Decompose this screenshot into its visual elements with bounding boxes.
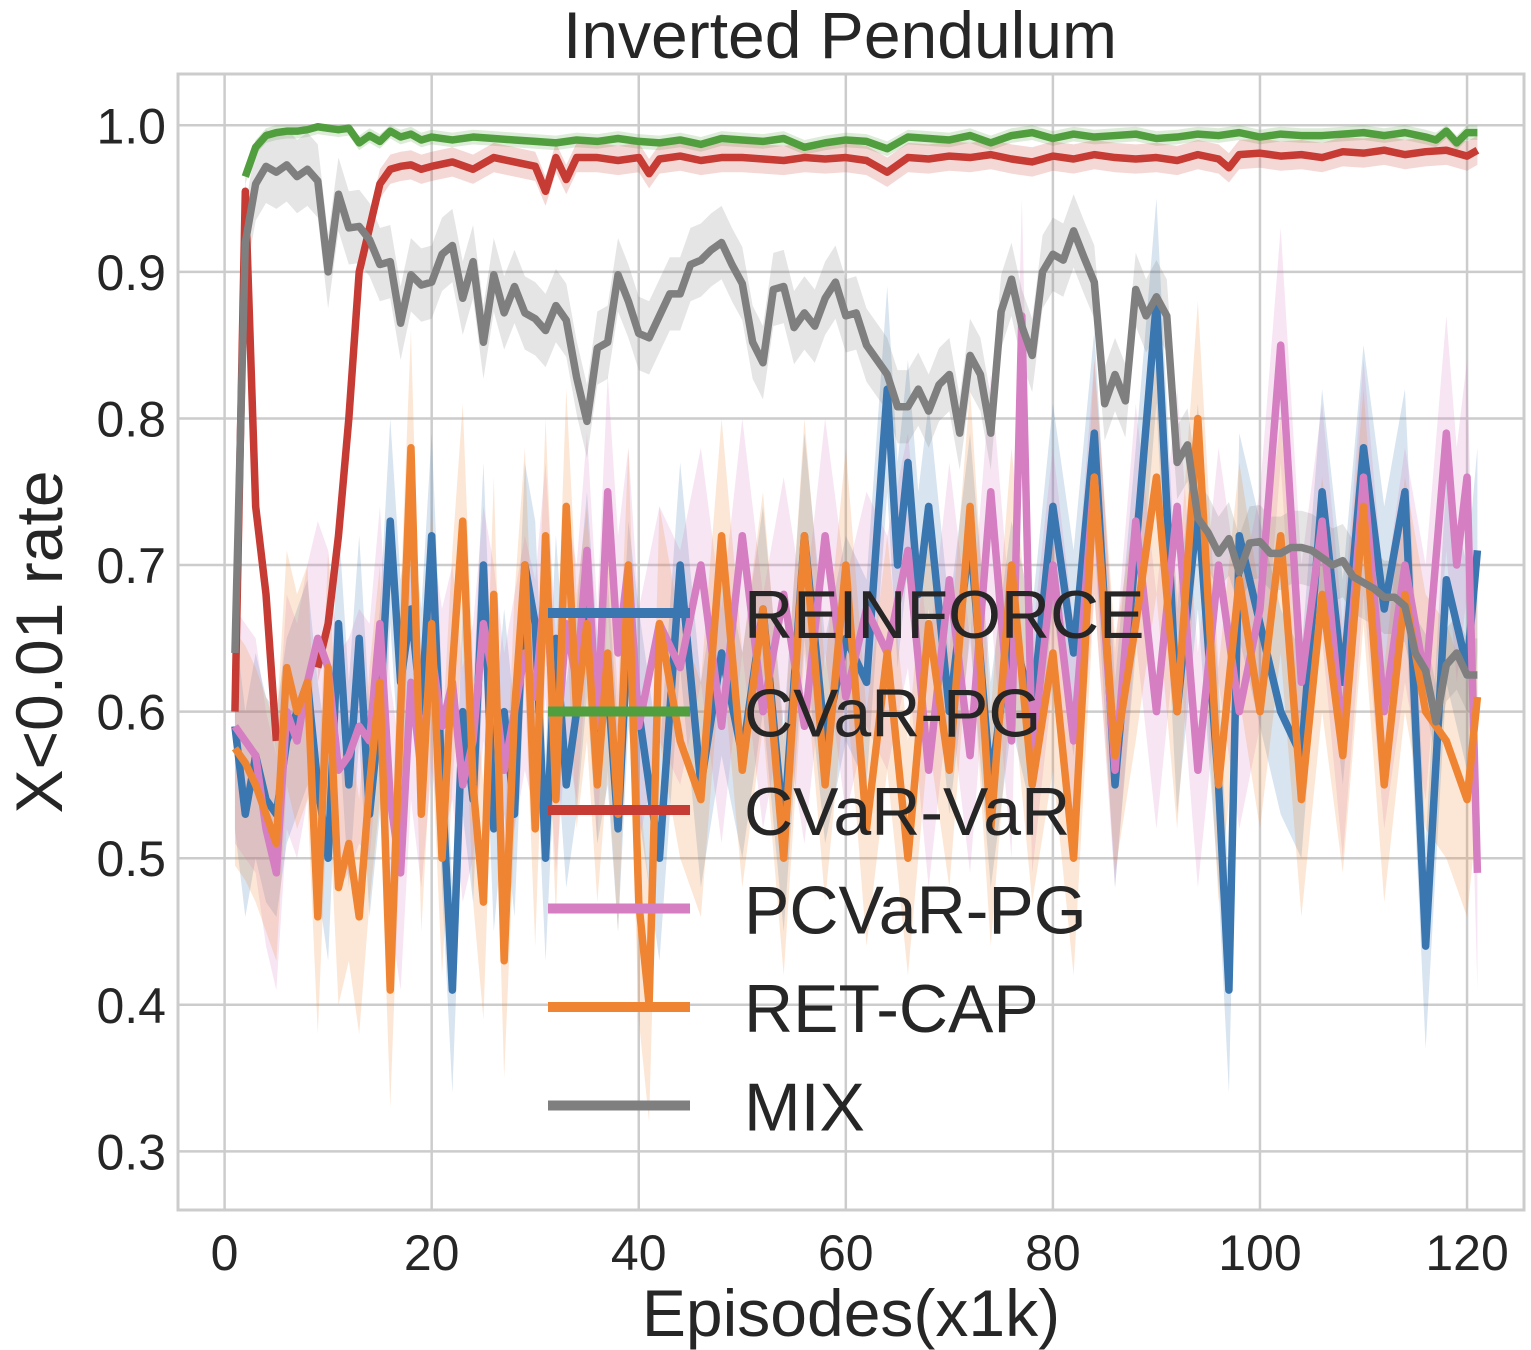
mix-line [231, 161, 1478, 726]
y-tick-label: 0.4 [96, 978, 166, 1034]
x-tick-label: 60 [818, 1225, 874, 1281]
y-tick-label: 1.0 [96, 98, 166, 154]
cvar-pg-line [241, 123, 1478, 178]
y-tick-labels: 0.3 0.4 0.5 0.6 0.7 0.8 0.9 1.0 [96, 98, 166, 1180]
y-tick-label: 0.7 [96, 538, 166, 594]
pcvar-pg-band [234, 198, 1478, 991]
legend-label-reinforce: REINFORCE [744, 577, 1144, 653]
legend-label-cvar-var: CVaR-VaR [744, 774, 1070, 850]
y-tick-label: 0.9 [96, 245, 166, 301]
y-axis-title: X<0.01 rate [2, 470, 76, 813]
legend: REINFORCE CVaR-PG CVaR-VaR PCVaR-PG RET-CAP M… [548, 577, 1144, 1146]
x-tick-label: 20 [404, 1225, 460, 1281]
y-tick-label: 0.6 [96, 685, 166, 741]
y-tick-label: 0.5 [96, 831, 166, 887]
legend-label-mix: MIX [744, 1070, 865, 1146]
chart-title: Inverted Pendulum [563, 0, 1117, 72]
mix-band [234, 128, 1478, 759]
x-axis-title: Episodes(x1k) [642, 1276, 1060, 1350]
pcvar-pg-line [231, 312, 1482, 877]
x-tick-label: 0 [211, 1225, 239, 1281]
x-tick-label: 80 [1025, 1225, 1081, 1281]
y-tick-label: 0.8 [96, 391, 166, 447]
legend-label-cvar-pg: CVaR-PG [744, 676, 1041, 752]
cvar-var-line [314, 146, 1480, 669]
plot-area-border [176, 72, 1526, 1212]
legend-label-ret-cap: RET-CAP [744, 971, 1039, 1047]
series-lines [231, 123, 1482, 1009]
x-tick-label: 100 [1218, 1225, 1301, 1281]
x-tick-label: 40 [611, 1225, 667, 1281]
x-tick-label: 120 [1425, 1225, 1508, 1281]
x-tick-labels: 0 20 40 60 80 100 120 [211, 1225, 1509, 1281]
y-tick-label: 0.3 [96, 1124, 166, 1180]
legend-label-pcvar-pg: PCVaR-PG [744, 873, 1087, 949]
